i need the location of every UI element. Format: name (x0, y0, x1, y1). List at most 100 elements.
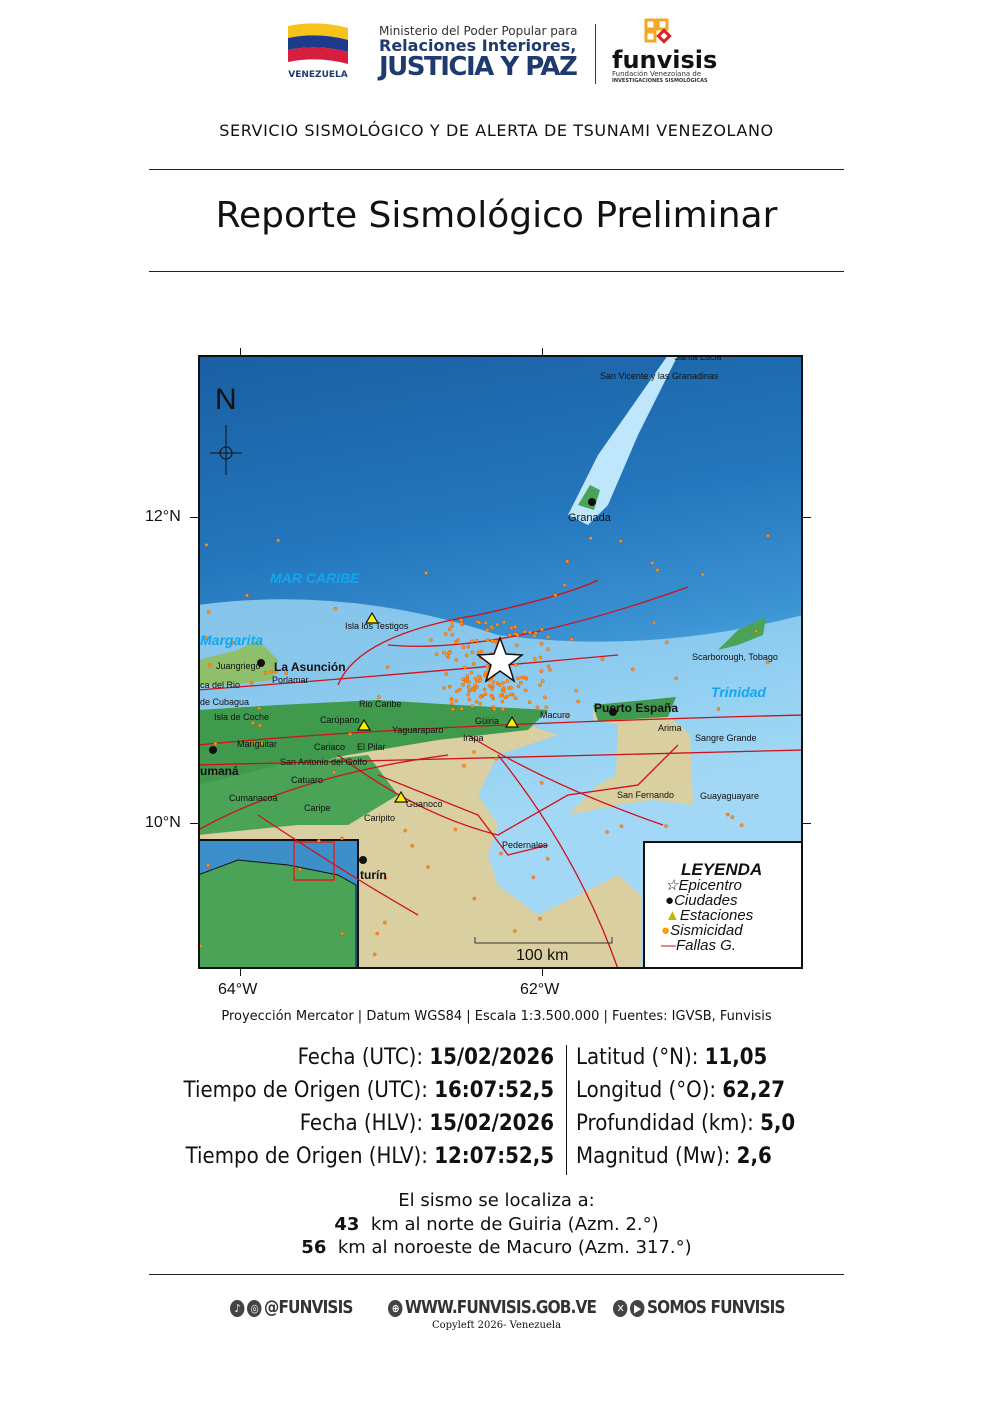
seismicity-dot (333, 606, 338, 611)
seismicity-dot (470, 704, 475, 708)
seismicity-dot (619, 824, 624, 828)
map-place-label: La Asunción (274, 660, 346, 674)
ref-text: km al norte de Guiria (Azm. 2.°) (370, 1214, 659, 1235)
seismicity-dot (519, 681, 523, 685)
seismicity-dot (605, 830, 609, 834)
seismicity-dot (501, 686, 506, 690)
city-dot-icon: ● (665, 892, 675, 909)
divider (149, 1274, 844, 1275)
website-link[interactable]: ⊕ WWW.FUNVISIS.GOB.VE (388, 1297, 597, 1318)
seismicity-dot (456, 638, 460, 642)
map-caption: Proyección Mercator | Datum WGS84 | Esca… (221, 1009, 772, 1024)
seismicity-dot (459, 706, 464, 711)
seismicity-dot (284, 671, 289, 675)
seismicity-dot (466, 684, 471, 689)
map-place-label: MAR CARIBE (270, 570, 360, 586)
lat-label: 10°N (145, 814, 181, 831)
legend-box: LEYENDA ☆Epicentro ●Ciudades ▲Estaciones… (643, 841, 801, 967)
seismicity-dot (450, 624, 454, 628)
seismicity-dot (477, 679, 482, 683)
map-place-label: San Antonio del Golfo (280, 757, 368, 767)
seismicity-dot (508, 633, 512, 637)
param-label: Tiempo de Origen (UTC): (183, 1078, 428, 1103)
triangle-icon: ▲ (665, 907, 680, 924)
map-place-label: Porlamar (272, 675, 309, 685)
seismicity-dot (539, 781, 544, 785)
funvisis-sub1: Fundación Venezolana de (612, 70, 702, 78)
seismicity-dot (470, 650, 475, 655)
station-triangle (504, 715, 520, 728)
seismicity-dot (588, 536, 593, 540)
map-place-label: Guanoco (406, 799, 443, 809)
seismicity-dot (230, 641, 234, 645)
legend-label: Estaciones (679, 907, 754, 924)
lon-label: 64°W (218, 981, 258, 998)
event-param-row: Profundidad (km): 5,0 (576, 1111, 795, 1136)
seismicity-dot (515, 643, 519, 648)
fault-line (200, 754, 449, 830)
fault-line (200, 654, 619, 691)
seismicity-dot (466, 644, 471, 649)
tiktok-icon: ♪ (230, 1299, 245, 1317)
logo-divider (595, 24, 596, 84)
seismicity-dot (498, 693, 503, 698)
event-param-row: Fecha (UTC): 15/02/2026 (298, 1045, 554, 1070)
seismicity-dot (523, 688, 528, 693)
seismicity-dot (213, 741, 218, 746)
location-intro: El sismo se localiza a: (398, 1190, 595, 1211)
social-handle[interactable]: ♪ ◎ @FUNVISIS (230, 1297, 353, 1318)
map-place-label: Puerto España (594, 701, 679, 715)
seismicity-dot (503, 695, 507, 700)
seismicity-dot (543, 695, 547, 700)
inset-highlight (293, 841, 335, 881)
axis-tick (803, 517, 811, 518)
map-place-label: Granada (568, 512, 611, 524)
funvisis-mark-icon (644, 18, 672, 44)
seismicity-dot (377, 695, 381, 699)
seismicity-dot (495, 622, 500, 627)
map-place-label: Cumanacoa (229, 793, 278, 803)
seismicity-dot (546, 647, 550, 651)
seismicity-dot (426, 865, 430, 869)
social-name[interactable]: ✕ ▶ SOMOS FUNVISIS (613, 1297, 786, 1318)
seismicity-dot (458, 687, 462, 692)
seismicity-dot (385, 665, 390, 669)
venezuela-logo: VENEZUELA (286, 22, 350, 80)
map-place-label: Cariaco (314, 742, 346, 752)
seismicity-dot (532, 634, 537, 638)
scale-bar (474, 937, 613, 944)
seismicity-dot (766, 534, 770, 538)
seismicity-dot (453, 640, 458, 644)
seismicity-dot (484, 621, 488, 625)
seismicity-dot (465, 674, 470, 678)
seismicity-dot (442, 686, 446, 690)
seismicity-dot (445, 653, 449, 657)
city-dot (209, 746, 217, 754)
seismicity-dot (478, 695, 483, 699)
event-param-row: Latitud (°N): 11,05 (576, 1045, 767, 1070)
seismicity-dot (479, 649, 484, 654)
station-triangle (364, 611, 380, 624)
seismicity-dot (546, 635, 550, 639)
seismicity-dot (204, 636, 208, 640)
map-place-label: Rio Caribe (359, 699, 402, 709)
seismicity-dot (531, 875, 536, 880)
seismicity-dot (502, 689, 507, 693)
seismicity-dot (257, 706, 261, 711)
seismicity-dot (499, 851, 503, 856)
map-place-label: El Pilar (357, 742, 386, 752)
event-param-row: Fecha (HLV): 15/02/2026 (300, 1111, 554, 1136)
seismicity-dot (650, 561, 655, 565)
map-place-label: de Cubagua (200, 697, 250, 707)
station-triangle (393, 790, 409, 803)
legend-item-cities: ●Ciudades (665, 893, 801, 908)
seismicity-dot (655, 568, 660, 572)
seismicity-dot (475, 638, 479, 643)
city-dot (359, 856, 367, 864)
fault-line (257, 814, 419, 916)
map-place-label: San Vicente y las Granadinas (600, 371, 719, 381)
seismicity-dot (251, 721, 255, 725)
seismicity-dot (204, 543, 209, 547)
faults (200, 579, 801, 967)
axis-tick (240, 348, 241, 355)
